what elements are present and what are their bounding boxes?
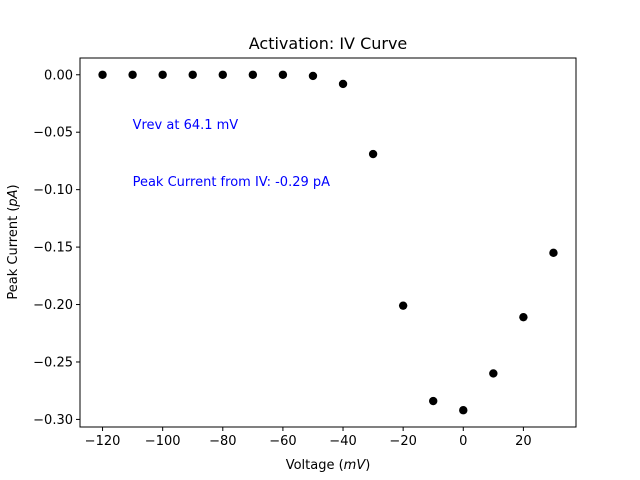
data-point [549, 248, 558, 258]
annotation-text: Vrev at 64.1 mV [133, 118, 239, 133]
data-point [489, 369, 498, 378]
y-axis-label-unit: pA [6, 189, 21, 207]
data-point [368, 149, 378, 159]
x-axis-label-suffix: ) [365, 458, 370, 473]
x-tick-label: −60 [269, 434, 296, 449]
y-tick-label: −0.10 [33, 183, 73, 198]
x-tick-label: 0 [459, 434, 467, 449]
data-point [98, 70, 107, 79]
data-point [218, 70, 227, 79]
data-point [308, 71, 318, 81]
x-axis-label-unit: mV [344, 458, 367, 473]
data-point [398, 301, 408, 310]
y-tick-label: −0.25 [33, 355, 73, 370]
annotations: Vrev at 64.1 mV Peak Current from IV: -0.… [133, 118, 331, 190]
y-tick-label: −0.05 [33, 126, 73, 141]
data-point [429, 396, 438, 406]
x-tick-label: −100 [145, 434, 181, 449]
x-tick-label: −20 [389, 434, 416, 449]
y-tick-label: 0.00 [44, 68, 73, 83]
plot-frame [79, 57, 577, 428]
y-axis-label: Peak Current (pA) [6, 184, 21, 299]
x-tick-label: −80 [209, 434, 236, 449]
y-axis-label-suffix: ) [6, 184, 21, 189]
data-point [338, 79, 348, 89]
x-tick-label: 20 [515, 434, 532, 449]
x-tick-label: −120 [85, 434, 121, 449]
y-tick-label: −0.20 [33, 298, 73, 313]
chart-title: Activation: IV Curve [249, 34, 408, 53]
x-axis-label: Voltage (mV) [286, 458, 371, 473]
data-point [158, 70, 167, 79]
data-point [278, 70, 288, 79]
y-tick-label: −0.30 [33, 413, 73, 428]
data-point [459, 406, 468, 415]
x-axis-label-prefix: Voltage ( [286, 458, 344, 473]
data-points [98, 70, 558, 415]
data-point [519, 312, 528, 322]
data-point [128, 70, 137, 79]
data-point [248, 70, 258, 79]
x-tick-label: −40 [329, 434, 356, 449]
axis-ticks: −120 −100 −80 −60 −40 −20 0 20 0.00 −0.05 −0.10 −0.… [33, 68, 532, 449]
data-point [188, 70, 197, 79]
annotation-text: Peak Current from IV: -0.29 pA [133, 175, 331, 190]
y-axis-label-prefix: Peak Current ( [6, 207, 21, 300]
y-tick-label: −0.15 [33, 241, 73, 256]
